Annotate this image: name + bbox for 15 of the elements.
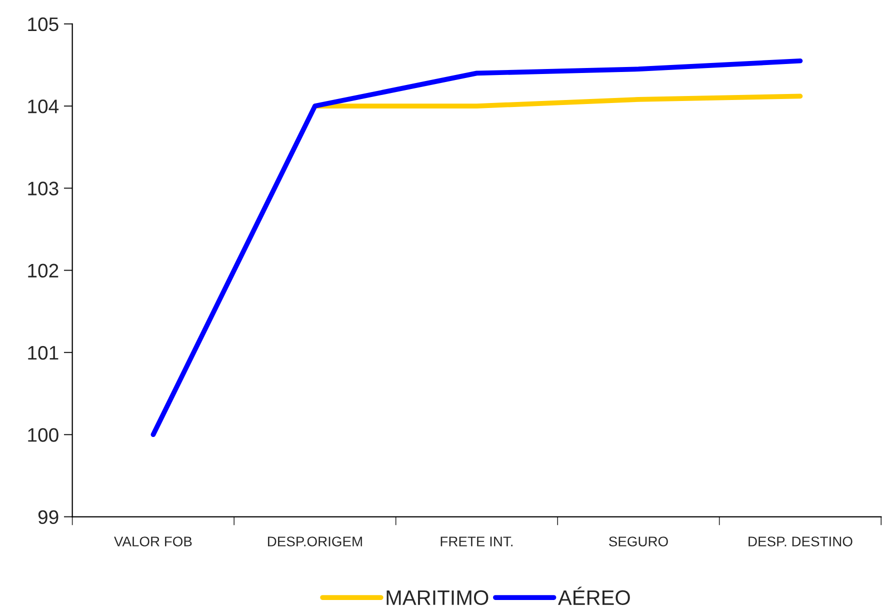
x-tick-label: FRETE INT.: [440, 536, 512, 546]
y-tick-label: 105: [28, 17, 58, 32]
x-tick-label: SEGURO: [609, 536, 668, 546]
y-tick-label: 99: [38, 510, 58, 524]
y-tick-label: 104: [28, 100, 59, 114]
legend-label: MARITIMO: [386, 590, 488, 606]
y-tick-label: 102: [28, 264, 58, 278]
y-tick-label: 101: [28, 346, 58, 360]
y-tick-label: 100: [28, 428, 58, 442]
line-series: [150, 58, 803, 438]
legend-label: AÉREO: [558, 586, 630, 606]
x-tick-label: DESP. DESTINO: [748, 536, 852, 546]
x-tick-label: DESP.ORIGEM: [268, 536, 362, 546]
x-tick-label: VALOR FOB: [114, 536, 192, 546]
y-tick-label: 103: [28, 182, 58, 196]
